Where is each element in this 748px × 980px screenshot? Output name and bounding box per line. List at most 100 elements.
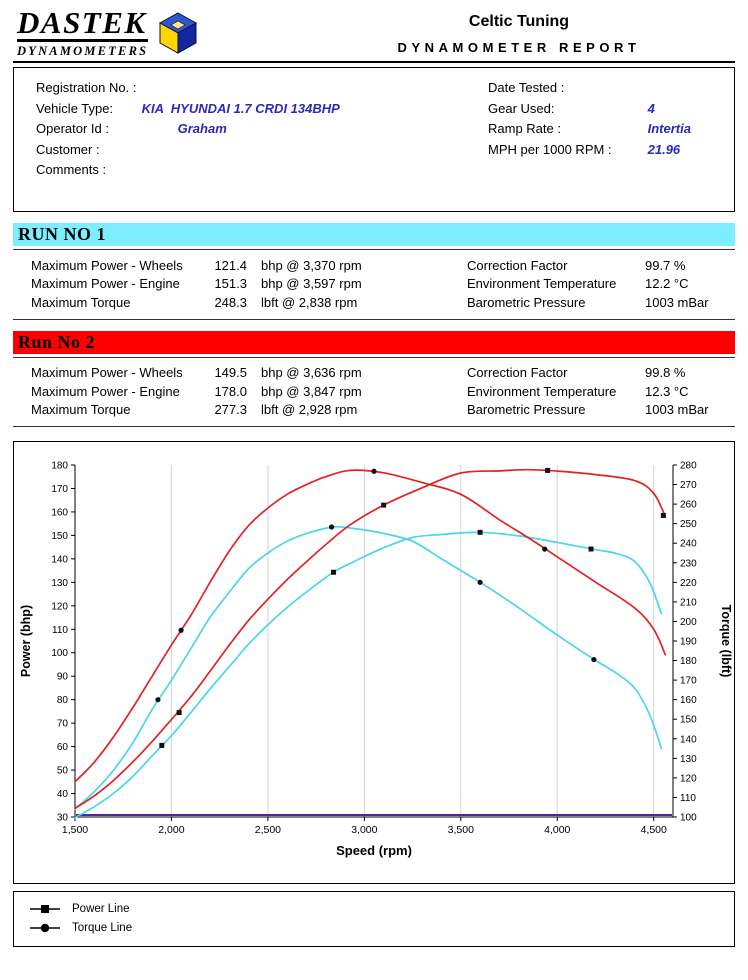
customer-row: Customer : [36,142,488,163]
svg-text:Torque (lbft): Torque (lbft) [719,605,733,678]
stat-value: 277.3 [214,402,247,418]
svg-text:280: 280 [680,461,697,472]
svg-text:220: 220 [680,578,697,589]
operator-id-row: Operator Id : Graham [36,121,488,142]
stat-unit: bhp @ 3,636 rpm [261,365,362,381]
svg-text:1,500: 1,500 [62,824,88,836]
comments-row: Comments : [36,162,488,183]
svg-text:140: 140 [680,734,697,745]
ramp-rate-value: Intertia [647,121,691,136]
legend-item-torque: Torque Line [28,918,734,937]
stat-value: 121.4 [214,257,247,273]
dyno-chart-panel: 1,500 2,000 2,500 3,000 3,500 4,000 4,500 30 40 5… [13,441,735,884]
svg-text:160: 160 [51,507,68,518]
svg-text:160: 160 [680,695,697,706]
stat-unit: bhp @ 3,847 rpm [261,383,362,399]
dastek-logo: DASTEK DYNAMOMETERS [17,7,198,59]
legend-item-power: Power Line [28,899,734,918]
gear-used-label: Gear Used: [488,100,555,116]
env-label: Environment Temperature [467,383,617,399]
chart-legend: Power Line Torque Line [13,891,735,947]
torque-line-marker-icon [30,923,60,932]
vehicle-type-value: KIA HYUNDAI 1.7 CRDI 134BHP [141,100,340,116]
svg-text:40: 40 [57,789,69,800]
svg-text:150: 150 [51,531,68,542]
dyno-chart: 1,500 2,000 2,500 3,000 3,500 4,000 4,500 30 40 5… [19,461,733,859]
run-2-banner: Run No 2 [13,330,735,354]
vehicle-type-row: Vehicle Type: KIA HYUNDAI 1.7 CRDI 134BH… [36,101,488,122]
x-gridlines [170,465,655,817]
env-value: 12.3 °C [645,383,689,399]
svg-text:180: 180 [51,461,68,472]
env-value: 99.7 % [645,257,686,273]
x-axis-ticks: 1,500 2,000 2,500 3,000 3,500 4,000 4,500 [62,817,667,836]
mph-per-1000rpm-value: 21.96 [647,141,681,157]
svg-text:70: 70 [57,719,69,730]
env-label: Correction Factor [467,257,568,273]
power-axis-ticks: 30 40 50 60 70 80 90 100 110 120 130 140 150 160 170 18… [51,461,75,824]
svg-text:80: 80 [57,695,69,706]
registration-label: Registration No. : [36,80,137,95]
svg-text:150: 150 [680,715,697,726]
svg-text:100: 100 [51,648,68,659]
stat-row: Maximum Torque 277.3 lbft @ 2,928 rpm Ba… [13,401,735,420]
axis-labels: Power (bhp) Torque (lbft) Speed (rpm) [19,605,733,858]
svg-text:230: 230 [680,558,697,569]
run-1-stats: Maximum Power - Wheels 121.4 bhp @ 3,370… [13,249,735,320]
svg-text:110: 110 [680,793,696,804]
svg-text:3,000: 3,000 [351,824,377,836]
stat-label: Maximum Torque [31,294,131,310]
svg-text:130: 130 [680,754,697,765]
stat-row: Maximum Torque 248.3 lbft @ 2,838 rpm Ba… [13,293,735,312]
gear-used-row: Gear Used: 4 [488,101,734,122]
stat-row: Maximum Power - Engine 178.0 bhp @ 3,847… [13,382,735,401]
svg-text:130: 130 [51,578,68,589]
env-value: 1003 mBar [645,402,709,418]
run-2-section: Run No 2 Maximum Power - Wheels 149.5 bh… [13,330,735,427]
run-1-title: RUN NO 1 [18,224,106,244]
mph-per-1000rpm-label: MPH per 1000 RPM : [488,141,612,157]
svg-text:100: 100 [680,813,697,824]
stat-unit: bhp @ 3,597 rpm [261,276,362,292]
info-column-right: Date Tested : Gear Used: 4 Ramp Rate : I… [488,80,734,195]
report-title: Celtic Tuning [468,13,570,30]
dastek-cube-logo-icon [159,12,198,54]
svg-text:240: 240 [680,539,697,550]
dastek-logo-subtitle: DYNAMOMETERS [17,44,149,59]
svg-text:110: 110 [52,625,68,636]
dastek-logo-text: DASTEK DYNAMOMETERS [17,7,149,59]
svg-text:4,000: 4,000 [544,824,570,836]
stat-label: Maximum Power - Wheels [31,257,183,273]
stat-label: Maximum Power - Engine [31,383,180,399]
stat-unit: lbft @ 2,838 rpm [261,294,358,310]
svg-text:180: 180 [680,656,697,667]
operator-id-value: Graham [177,121,227,136]
legend-label-torque: Torque Line [72,921,133,934]
stat-value: 149.5 [214,365,247,381]
run-1-section: RUN NO 1 Maximum Power - Wheels 121.4 bh… [13,223,735,320]
svg-text:Speed (rpm): Speed (rpm) [336,843,412,858]
info-column-left: Registration No. : Vehicle Type: KIA HYU… [36,80,488,195]
svg-text:120: 120 [51,601,68,612]
date-tested-label: Date Tested : [488,80,565,95]
svg-text:200: 200 [680,617,697,628]
svg-text:4,500: 4,500 [641,824,667,836]
series-run-1-power [74,529,663,819]
svg-text:2,000: 2,000 [158,824,184,836]
stat-unit: bhp @ 3,370 rpm [261,257,362,273]
svg-text:250: 250 [680,519,697,530]
run-1-banner: RUN NO 1 [13,223,735,246]
operator-id-label: Operator Id : [36,121,109,136]
report-page: DASTEK DYNAMOMETERS Celtic Tuning DYNAMO… [13,0,735,947]
svg-text:260: 260 [680,500,697,511]
mph-per-1000rpm-row: MPH per 1000 RPM : 21.96 [488,142,734,163]
env-value: 1003 mBar [645,294,709,310]
svg-text:Power (bhp): Power (bhp) [19,605,33,677]
env-label: Environment Temperature [467,276,617,292]
report-header: DASTEK DYNAMOMETERS Celtic Tuning DYNAMO… [13,0,735,63]
series-run-2-torque [74,468,667,783]
svg-text:140: 140 [51,554,68,565]
stat-row: Maximum Power - Wheels 121.4 bhp @ 3,370… [13,256,735,275]
date-tested-row: Date Tested : [488,80,734,101]
customer-label: Customer : [36,141,100,157]
